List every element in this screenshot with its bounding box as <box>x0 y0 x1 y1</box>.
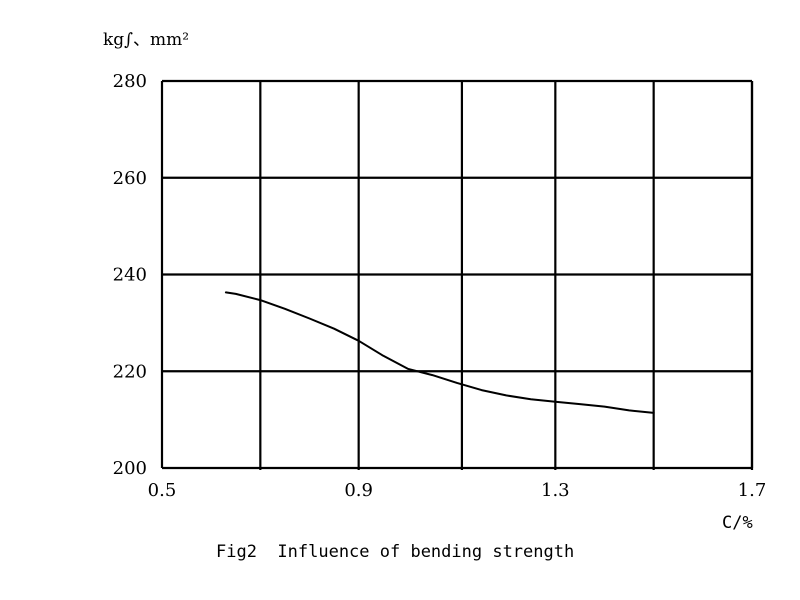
tick-labels: 0.5 0.9 1.3 1.7 200 220 240 260 280 <box>113 71 767 501</box>
y-tick-label: 200 <box>113 458 147 479</box>
figure-caption: Fig2 Influence of bending strength <box>216 542 574 562</box>
y-axis-label: kg∫、mm² <box>103 30 189 50</box>
x-tick-label: 1.7 <box>738 480 767 501</box>
plot-frame <box>160 81 754 470</box>
series-layer <box>224 291 655 414</box>
y-tick-label: 220 <box>113 361 147 382</box>
x-tick-label: 0.5 <box>148 480 177 501</box>
x-tick-label: 1.3 <box>541 480 570 501</box>
y-tick-label: 260 <box>113 168 147 189</box>
x-axis-label: C/% <box>722 513 753 533</box>
grid <box>162 79 754 470</box>
x-tick-label: 0.9 <box>344 480 373 501</box>
y-tick-label: 280 <box>113 71 147 92</box>
y-tick-label: 240 <box>113 265 147 286</box>
series-line <box>224 291 655 414</box>
